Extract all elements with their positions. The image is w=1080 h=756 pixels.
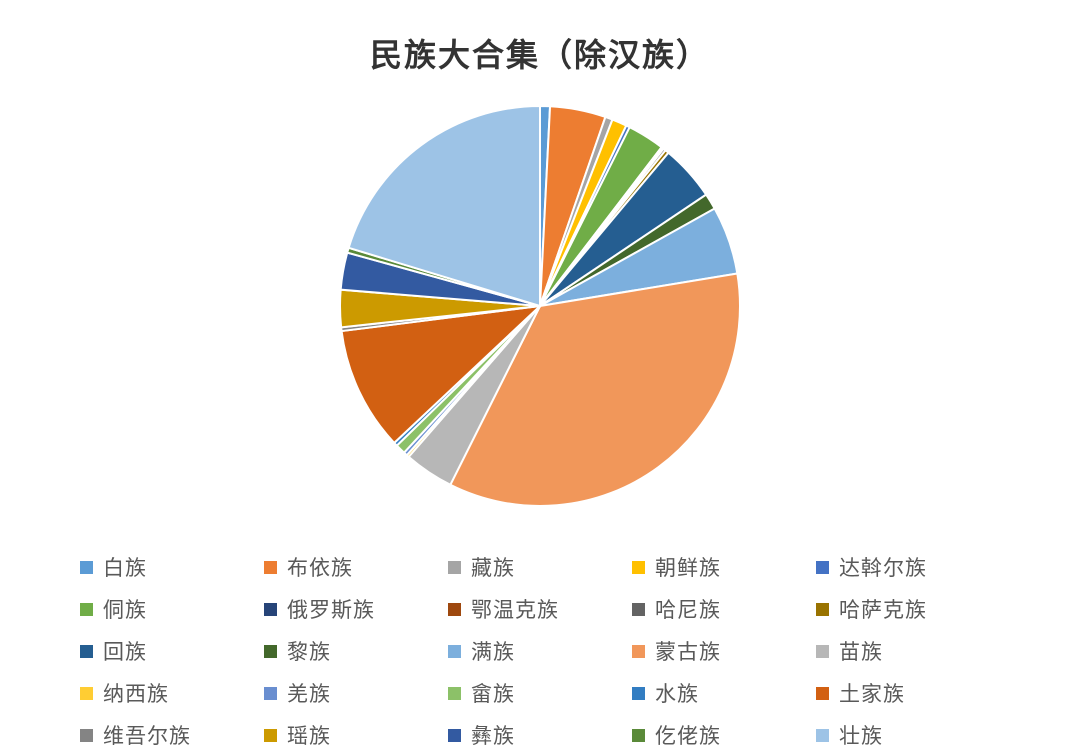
legend-item: 哈萨克族: [816, 588, 1000, 630]
legend-swatch: [632, 729, 645, 742]
legend-swatch: [816, 603, 829, 616]
legend-label: 朝鲜族: [655, 552, 721, 582]
legend-item: 苗族: [816, 630, 1000, 672]
legend-item: 维吾尔族: [80, 714, 264, 756]
legend-item: 俄罗斯族: [264, 588, 448, 630]
pie-svg: [330, 96, 750, 516]
legend-item: 侗族: [80, 588, 264, 630]
legend-swatch: [816, 561, 829, 574]
legend-swatch: [448, 687, 461, 700]
legend-swatch: [816, 687, 829, 700]
legend-label: 回族: [103, 636, 147, 666]
legend-item: 瑶族: [264, 714, 448, 756]
legend-swatch: [80, 729, 93, 742]
legend-item: 土家族: [816, 672, 1000, 714]
legend-label: 畲族: [471, 678, 515, 708]
legend-item: 达斡尔族: [816, 546, 1000, 588]
legend-label: 哈萨克族: [839, 594, 927, 624]
legend-swatch: [632, 687, 645, 700]
legend-item: 水族: [632, 672, 816, 714]
legend-label: 壮族: [839, 720, 883, 750]
legend-label: 纳西族: [103, 678, 169, 708]
legend-label: 瑶族: [287, 720, 331, 750]
legend-swatch: [632, 645, 645, 658]
legend-item: 布依族: [264, 546, 448, 588]
legend-item: 满族: [448, 630, 632, 672]
legend-swatch: [448, 645, 461, 658]
legend-swatch: [448, 729, 461, 742]
legend-label: 蒙古族: [655, 636, 721, 666]
legend-label: 土家族: [839, 678, 905, 708]
legend-swatch: [264, 729, 277, 742]
legend-swatch: [264, 603, 277, 616]
chart-title: 民族大合集（除汉族）: [370, 30, 710, 76]
legend-label: 藏族: [471, 552, 515, 582]
legend-label: 侗族: [103, 594, 147, 624]
legend: 白族 布依族 藏族 朝鲜族 达斡尔族侗族 俄罗斯族 鄂温克族 哈尼族 哈萨克族回族 黎族 满族 蒙古族…: [80, 546, 1000, 756]
legend-label: 黎族: [287, 636, 331, 666]
legend-item: 纳西族: [80, 672, 264, 714]
legend-swatch: [80, 561, 93, 574]
legend-item: 黎族: [264, 630, 448, 672]
legend-item: 藏族: [448, 546, 632, 588]
legend-item: 鄂温克族: [448, 588, 632, 630]
legend-item: 彝族: [448, 714, 632, 756]
legend-label: 达斡尔族: [839, 552, 927, 582]
legend-label: 苗族: [839, 636, 883, 666]
legend-item: 白族: [80, 546, 264, 588]
legend-swatch: [264, 645, 277, 658]
legend-swatch: [816, 645, 829, 658]
legend-label: 仡佬族: [655, 720, 721, 750]
legend-label: 哈尼族: [655, 594, 721, 624]
legend-swatch: [632, 561, 645, 574]
legend-swatch: [632, 603, 645, 616]
legend-item: 畲族: [448, 672, 632, 714]
legend-label: 彝族: [471, 720, 515, 750]
legend-swatch: [448, 561, 461, 574]
legend-item: 朝鲜族: [632, 546, 816, 588]
legend-label: 布依族: [287, 552, 353, 582]
legend-swatch: [80, 687, 93, 700]
legend-item: 蒙古族: [632, 630, 816, 672]
pie-chart: [330, 96, 750, 516]
legend-swatch: [448, 603, 461, 616]
legend-item: 仡佬族: [632, 714, 816, 756]
legend-swatch: [80, 603, 93, 616]
legend-label: 满族: [471, 636, 515, 666]
legend-swatch: [264, 687, 277, 700]
legend-item: 壮族: [816, 714, 1000, 756]
legend-label: 维吾尔族: [103, 720, 191, 750]
legend-swatch: [80, 645, 93, 658]
legend-label: 俄罗斯族: [287, 594, 375, 624]
legend-label: 羌族: [287, 678, 331, 708]
legend-item: 回族: [80, 630, 264, 672]
legend-item: 哈尼族: [632, 588, 816, 630]
chart-container: 民族大合集（除汉族） 白族 布依族 藏族 朝鲜族 达斡尔族侗族 俄罗斯族 鄂温克族 哈尼族 哈萨…: [0, 0, 1080, 729]
legend-label: 白族: [103, 552, 147, 582]
legend-label: 鄂温克族: [471, 594, 559, 624]
legend-item: 羌族: [264, 672, 448, 714]
legend-swatch: [264, 561, 277, 574]
legend-label: 水族: [655, 678, 699, 708]
legend-swatch: [816, 729, 829, 742]
